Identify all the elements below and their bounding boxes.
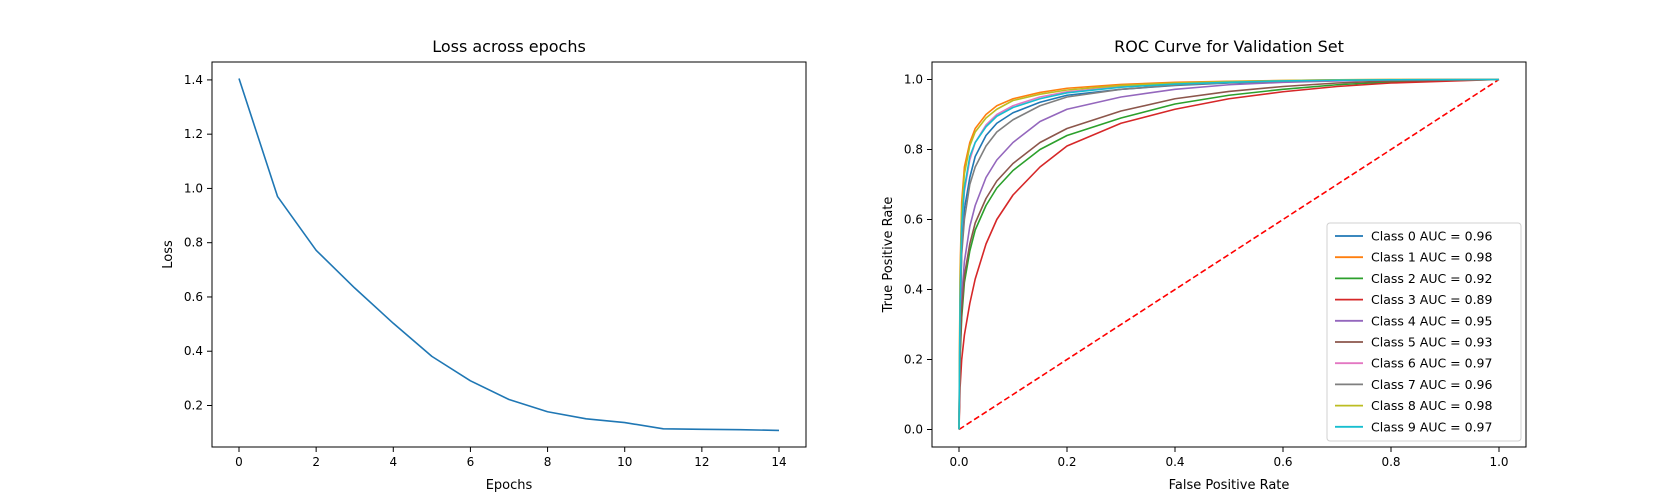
roc-axes-frame <box>931 61 1527 448</box>
x-tick-label: 0.0 <box>949 455 968 469</box>
x-tick-label: 0.8 <box>1381 455 1400 469</box>
roc-y-axis-label: True Positive Rate <box>881 197 896 314</box>
y-tick-label: 0.0 <box>904 423 923 437</box>
y-tick-label: 0.8 <box>904 143 923 157</box>
y-tick-label: 0.4 <box>904 283 923 297</box>
loss-y-axis-label: Loss <box>161 240 176 269</box>
series-line-3 <box>958 78 1500 430</box>
roc-chart: ROC Curve for Validation Set 0.0 0.2 0.4 0.… <box>881 37 1527 493</box>
x-tick-label: 0 <box>235 455 243 469</box>
y-tick-label: 1.0 <box>904 73 923 87</box>
series-line-5 <box>958 78 1500 430</box>
x-tick-label: 0.6 <box>1273 455 1292 469</box>
reference-diagonal-line <box>958 78 1500 431</box>
x-tick-label: 1.0 <box>1489 455 1508 469</box>
x-tick-label: 10 <box>617 455 632 469</box>
legend-entry-1: Class 1 AUC = 0.98 <box>1371 250 1493 265</box>
roc-y-axis-ticks: 0.0 0.2 0.4 0.6 0.8 1.0 <box>904 73 932 437</box>
y-tick-label: 0.6 <box>904 213 923 227</box>
series-line-0 <box>238 78 780 432</box>
roc-legend: Class 0 AUC = 0.96 Class 1 AUC = 0.98 Clas… <box>1326 222 1522 442</box>
x-tick-label: 14 <box>771 455 786 469</box>
x-tick-label: 8 <box>544 455 552 469</box>
legend-entry-8: Class 8 AUC = 0.98 <box>1371 398 1493 413</box>
y-tick-label: 0.2 <box>184 398 203 412</box>
roc-plot-area <box>958 78 1500 431</box>
legend-entry-5: Class 5 AUC = 0.93 <box>1371 335 1492 350</box>
legend-entry-3: Class 3 AUC = 0.89 <box>1371 292 1493 307</box>
legend-entry-7: Class 7 AUC = 0.96 <box>1371 377 1493 392</box>
y-tick-label: 0.8 <box>184 236 203 250</box>
series-line-9 <box>958 78 1500 430</box>
x-tick-label: 0.4 <box>1165 455 1184 469</box>
y-tick-label: 1.2 <box>184 127 203 141</box>
y-tick-label: 0.4 <box>184 344 203 358</box>
legend-box <box>1326 222 1522 442</box>
y-tick-label: 1.0 <box>184 181 203 195</box>
y-tick-label: 0.2 <box>904 353 923 367</box>
legend-entry-2: Class 2 AUC = 0.92 <box>1371 271 1492 286</box>
loss-chart-title: Loss across epochs <box>432 37 586 56</box>
loss-y-axis-ticks: 0.2 0.4 0.6 0.8 1.0 1.2 1.4 <box>184 73 212 412</box>
roc-x-axis-ticks: 0.0 0.2 0.4 0.6 0.8 1.0 <box>949 447 1509 469</box>
legend-entry-0: Class 0 AUC = 0.96 <box>1371 229 1493 244</box>
roc-chart-title: ROC Curve for Validation Set <box>1114 37 1344 56</box>
x-tick-label: 2 <box>312 455 320 469</box>
legend-entry-6: Class 6 AUC = 0.97 <box>1371 356 1492 371</box>
y-tick-label: 1.4 <box>184 73 203 87</box>
roc-x-axis-label: False Positive Rate <box>1169 478 1290 493</box>
loss-plot-area <box>238 78 780 432</box>
series-line-4 <box>958 78 1500 430</box>
x-tick-label: 6 <box>467 455 475 469</box>
loss-chart: Loss across epochs 0 2 4 6 8 10 12 14 0.2 0.4 0.6… <box>161 37 807 493</box>
legend-entry-9: Class 9 AUC = 0.97 <box>1371 419 1492 434</box>
x-tick-label: 0.2 <box>1057 455 1076 469</box>
x-tick-label: 4 <box>389 455 397 469</box>
loss-x-axis-label: Epochs <box>486 478 533 493</box>
loss-axes-frame <box>211 61 807 448</box>
loss-x-axis-ticks: 0 2 4 6 8 10 12 14 <box>235 447 787 469</box>
x-tick-label: 12 <box>694 455 709 469</box>
y-tick-label: 0.6 <box>184 290 203 304</box>
legend-entry-4: Class 4 AUC = 0.95 <box>1371 313 1492 328</box>
